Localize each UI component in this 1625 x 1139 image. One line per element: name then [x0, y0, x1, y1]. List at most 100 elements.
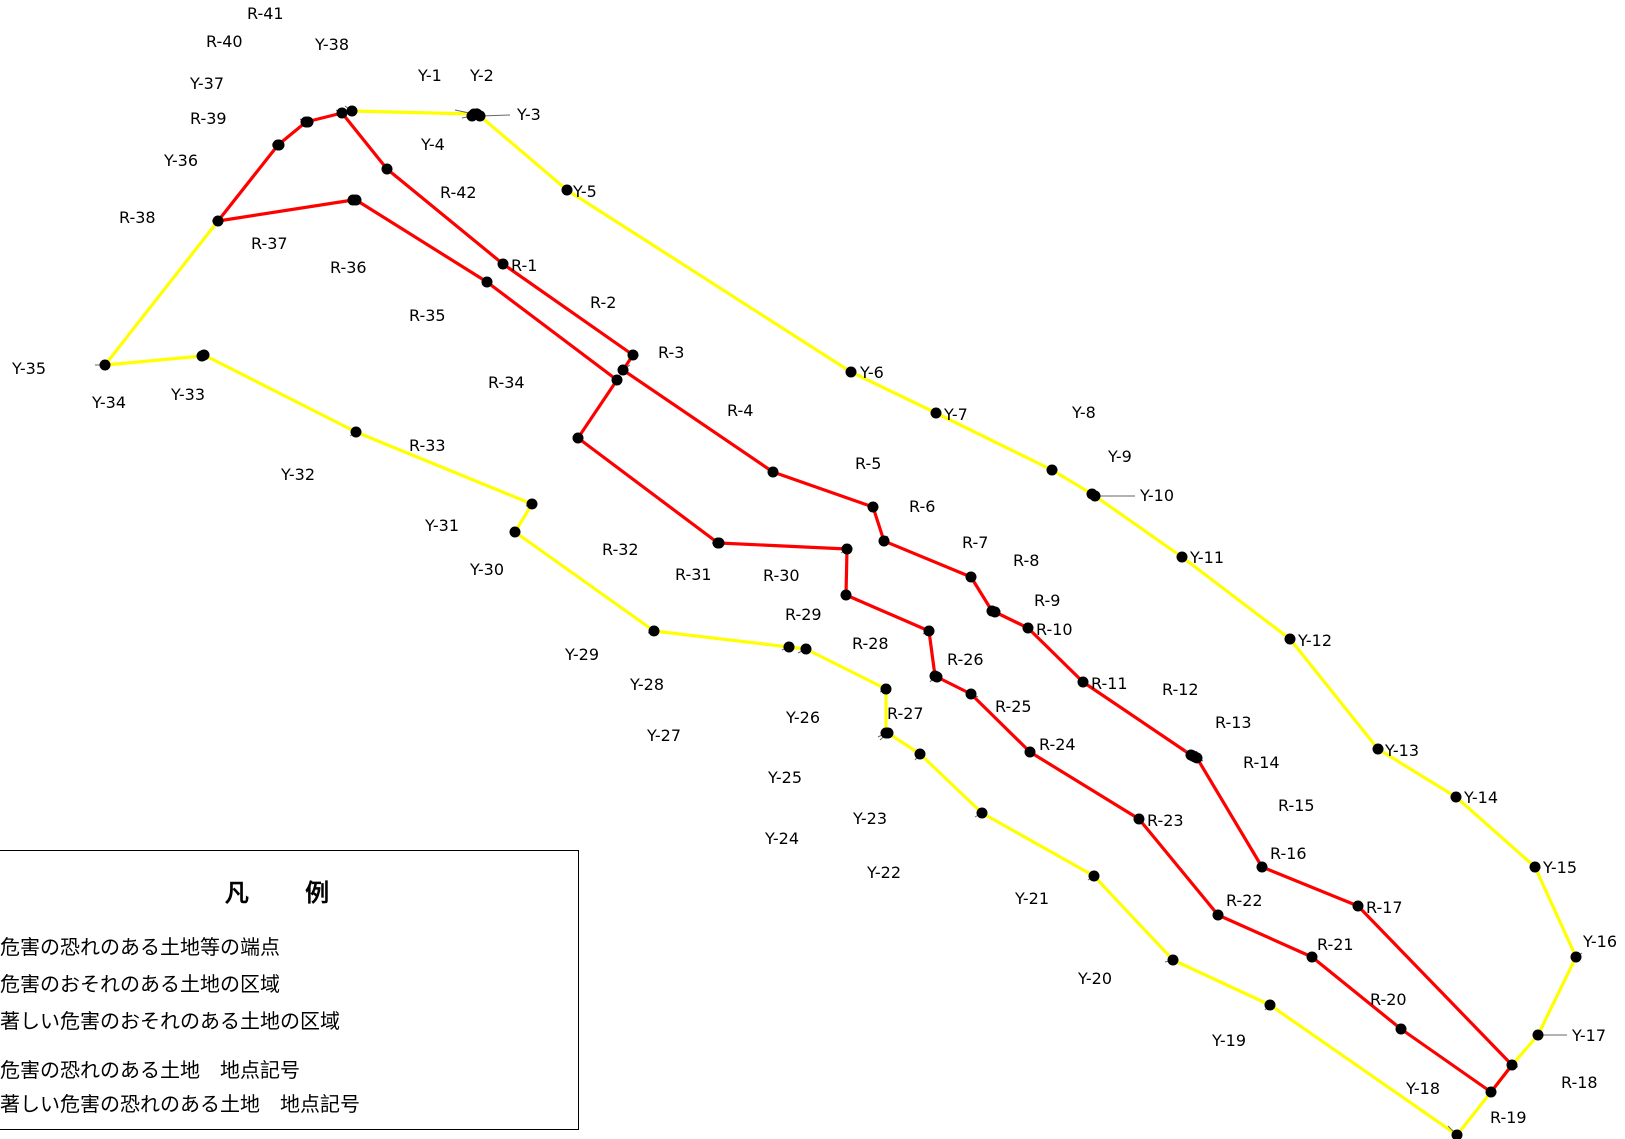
point-r-40 — [300, 116, 312, 128]
point-r-38 — [212, 215, 224, 227]
point-label-y-13: Y-13 — [1384, 741, 1419, 760]
point-label-r-19: R-19 — [1490, 1108, 1527, 1127]
point-label-y-33: Y-33 — [170, 385, 205, 404]
point-r-2 — [627, 349, 639, 361]
point-label-r-14: R-14 — [1243, 753, 1280, 772]
point-label-y-23: Y-23 — [852, 809, 887, 828]
point-r-28 — [923, 625, 935, 637]
point-label-y-27: Y-27 — [646, 726, 681, 745]
point-label-r-11: R-11 — [1091, 674, 1128, 693]
point-label-y-12: Y-12 — [1297, 631, 1332, 650]
point-y-25 — [880, 727, 892, 739]
point-y-20 — [1167, 954, 1179, 966]
point-r-35 — [481, 276, 493, 288]
point-label-r-33: R-33 — [409, 436, 446, 455]
point-label-r-30: R-30 — [763, 566, 800, 585]
point-y-5 — [561, 184, 573, 196]
point-label-y-4: Y-4 — [420, 135, 445, 154]
point-label-r-26: R-26 — [947, 650, 984, 669]
point-label-r-8: R-8 — [1013, 551, 1039, 570]
point-r-39 — [272, 139, 284, 151]
point-r-32 — [712, 537, 724, 549]
point-label-y-5: Y-5 — [572, 182, 597, 201]
point-label-r-42: R-42 — [440, 183, 477, 202]
point-label-r-32: R-32 — [602, 540, 639, 559]
point-y-18 — [1451, 1129, 1463, 1139]
point-label-r-39: R-39 — [190, 109, 227, 128]
legend-box: 凡 例 危害の恐れのある土地等の端点 危害のおそれのある土地の区域 著しい危害の… — [0, 850, 579, 1130]
point-label-r-4: R-4 — [727, 401, 753, 420]
point-label-r-2: R-2 — [590, 293, 616, 312]
point-label-y-8: Y-8 — [1071, 403, 1096, 422]
hazard-zone-boundary-yellow — [103, 188, 1578, 1137]
point-label-r-23: R-23 — [1147, 811, 1184, 830]
point-r-18 — [1506, 1059, 1518, 1071]
point-label-y-34: Y-34 — [91, 393, 126, 412]
point-label-r-17: R-17 — [1366, 898, 1403, 917]
point-y-34 — [196, 350, 208, 362]
point-r-22 — [1212, 909, 1224, 921]
point-label-r-13: R-13 — [1215, 713, 1252, 732]
point-y-27 — [800, 643, 812, 655]
point-label-r-7: R-7 — [962, 533, 988, 552]
point-r-23 — [1133, 813, 1145, 825]
legend-item-severe-point-symbol: 著しい危害の恐れのある土地 地点記号 — [0, 1092, 360, 1116]
point-y-11 — [1176, 551, 1188, 563]
point-label-y-21: Y-21 — [1014, 889, 1049, 908]
point-label-y-18: Y-18 — [1405, 1079, 1440, 1098]
point-y-23 — [914, 748, 926, 760]
point-label-y-38: Y-38 — [314, 35, 349, 54]
point-label-r-16: R-16 — [1270, 844, 1307, 863]
point-y-38 — [346, 105, 358, 117]
point-label-r-29: R-29 — [785, 605, 822, 624]
point-label-y-7: Y-7 — [943, 405, 968, 424]
point-y-31 — [526, 498, 538, 510]
point-label-r-15: R-15 — [1278, 796, 1315, 815]
point-label-r-12: R-12 — [1162, 680, 1199, 699]
point-r-5 — [867, 501, 879, 513]
point-label-y-19: Y-19 — [1211, 1031, 1246, 1050]
point-r-25 — [965, 688, 977, 700]
point-label-y-6: Y-6 — [859, 363, 884, 382]
point-y-29 — [648, 625, 660, 637]
point-label-r-38: R-38 — [119, 208, 156, 227]
point-y-16 — [1570, 951, 1582, 963]
legend-item-endpoint: 危害の恐れのある土地等の端点 — [0, 935, 280, 959]
point-label-r-25: R-25 — [995, 697, 1032, 716]
point-r-1 — [497, 258, 509, 270]
point-y-28 — [783, 641, 795, 653]
point-label-r-1: R-1 — [511, 256, 537, 275]
point-label-y-2: Y-2 — [469, 66, 494, 85]
legend-item-hazard-point-symbol: 危害の恐れのある土地 地点記号 — [0, 1058, 300, 1082]
point-r-6 — [878, 535, 890, 547]
point-y-26 — [880, 683, 892, 695]
legend-item-hazard-zone: 危害のおそれのある土地の区域 — [0, 972, 280, 996]
point-y-14 — [1450, 791, 1462, 803]
point-label-y-20: Y-20 — [1077, 969, 1112, 988]
point-r-41 — [336, 107, 348, 119]
point-label-r-37: R-37 — [251, 234, 288, 253]
point-r-3 — [617, 364, 629, 376]
point-label-y-28: Y-28 — [629, 675, 664, 694]
point-label-y-35: Y-35 — [11, 359, 46, 378]
point-label-y-37: Y-37 — [189, 74, 224, 93]
point-label-y-25: Y-25 — [767, 768, 802, 787]
point-label-r-10: R-10 — [1036, 620, 1073, 639]
point-label-r-31: R-31 — [675, 565, 712, 584]
point-r-10 — [1022, 622, 1034, 634]
point-r-34 — [611, 374, 623, 386]
point-label-y-3: Y-3 — [516, 105, 541, 124]
point-label-r-20: R-20 — [1370, 990, 1407, 1009]
point-label-y-30: Y-30 — [469, 560, 504, 579]
point-y-3 — [474, 110, 486, 122]
point-label-y-36: Y-36 — [163, 151, 198, 170]
point-label-y-11: Y-11 — [1189, 548, 1224, 567]
point-r-42 — [381, 163, 393, 175]
point-r-16 — [1256, 861, 1268, 873]
legend-item-severe-hazard-zone: 著しい危害のおそれのある土地の区域 — [0, 1009, 340, 1033]
point-r-17 — [1352, 900, 1364, 912]
point-label-r-35: R-35 — [409, 306, 446, 325]
point-label-y-31: Y-31 — [424, 516, 459, 535]
point-r-24 — [1024, 746, 1036, 758]
point-label-r-18: R-18 — [1561, 1073, 1598, 1092]
